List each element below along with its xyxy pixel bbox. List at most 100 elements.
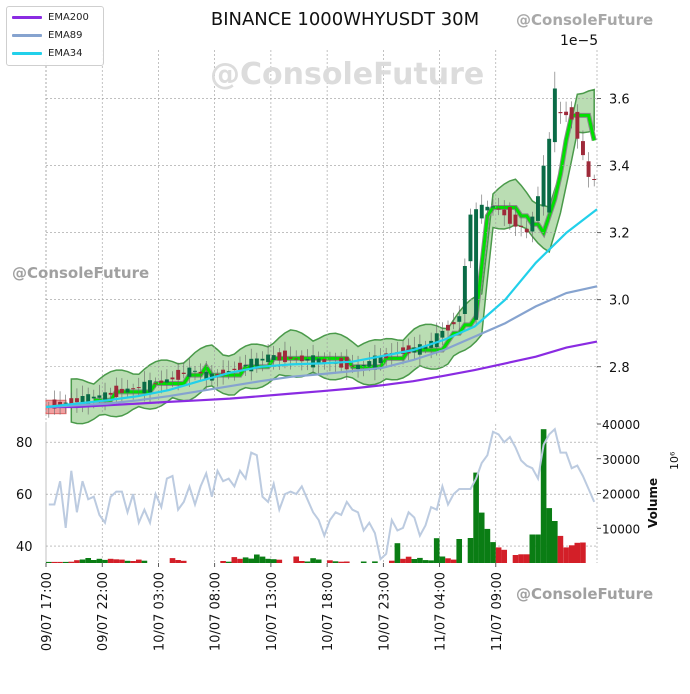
volume-bar xyxy=(79,559,86,563)
candle-body xyxy=(187,367,192,377)
ema-line-ema89 xyxy=(45,285,598,409)
legend-item-ema200: EMA200 xyxy=(12,10,89,25)
volume-bar xyxy=(484,528,491,563)
candle-body xyxy=(125,388,130,393)
candle-body xyxy=(249,358,254,372)
volume-bar xyxy=(411,559,418,563)
candle-body xyxy=(552,88,557,143)
candle-body xyxy=(299,355,304,362)
watermark-left: @ConsoleFuture xyxy=(12,264,150,282)
legend-label: EMA34 xyxy=(48,48,83,59)
volume-tick-label: 20000 xyxy=(602,488,640,502)
volume-bar xyxy=(495,547,502,563)
volume-bar xyxy=(85,558,92,563)
candle-body xyxy=(592,179,597,180)
volume-bar xyxy=(338,561,345,563)
x-tick-label: 09/07 17:00 xyxy=(40,572,55,651)
oscillator-tick-label: 80 xyxy=(16,436,33,451)
baseline-band-layer xyxy=(93,112,597,403)
candle-body xyxy=(238,362,242,371)
volume-bar xyxy=(535,534,541,563)
volume-bar xyxy=(231,557,238,563)
legend-swatch xyxy=(12,16,42,19)
volume-bar xyxy=(169,558,176,563)
volume-bar xyxy=(327,560,333,563)
watermark-bottom: @ConsoleFuture xyxy=(516,585,654,603)
volume-bar xyxy=(119,559,125,563)
candle-body xyxy=(507,207,512,224)
candle-body xyxy=(181,372,186,374)
volume-bar xyxy=(91,560,97,563)
volume-bar xyxy=(512,555,519,563)
price-tick-label: 3.6 xyxy=(609,93,630,108)
candle-body xyxy=(119,388,124,393)
legend-item-ema89: EMA89 xyxy=(12,28,83,43)
candle-body xyxy=(232,368,237,370)
candle-body xyxy=(406,345,411,354)
volume-bar xyxy=(450,559,457,563)
candle-body xyxy=(322,359,327,363)
candle-body xyxy=(547,138,552,213)
volume-bar xyxy=(557,535,564,563)
candle-body xyxy=(356,364,361,369)
candle-body xyxy=(63,402,68,404)
volume-bar xyxy=(237,558,243,563)
candle-body xyxy=(97,395,102,398)
candle-body xyxy=(221,369,226,376)
volume-bar xyxy=(428,560,434,563)
candle-body xyxy=(361,364,366,367)
volume-bar xyxy=(225,561,232,563)
candle-body xyxy=(344,357,349,370)
candle-body xyxy=(474,209,479,320)
candle-body xyxy=(434,333,439,348)
x-tick-label: 10/07 08:00 xyxy=(209,572,224,651)
candle-body xyxy=(86,394,91,406)
legend-label: EMA89 xyxy=(48,30,83,41)
volume-bar xyxy=(254,554,260,563)
candle-body xyxy=(586,161,591,177)
candle-body xyxy=(226,371,231,373)
candle-body xyxy=(80,396,85,406)
volume-bar xyxy=(265,558,271,563)
price-tick-label: 3.2 xyxy=(609,227,630,242)
candle-body xyxy=(283,350,287,363)
volume-bar xyxy=(248,558,255,563)
ema-line-ema34 xyxy=(45,208,598,409)
candle-body xyxy=(271,355,276,360)
candle-body xyxy=(496,208,501,210)
candle-body xyxy=(446,324,450,331)
price-tick-label: 2.8 xyxy=(609,361,630,376)
candle-body xyxy=(164,379,169,383)
x-tick-label: 11/07 04:00 xyxy=(434,572,449,651)
candle-body xyxy=(243,365,248,367)
volume-bar xyxy=(107,558,114,563)
volume-bar xyxy=(405,556,412,563)
candle-body xyxy=(524,228,529,233)
candle-body xyxy=(479,204,484,219)
volume-bar xyxy=(400,558,406,563)
price-tick-label: 3.4 xyxy=(609,160,630,175)
volume-bar xyxy=(540,429,547,563)
candle-body xyxy=(502,209,507,216)
volume-bar xyxy=(136,559,142,563)
candle-body xyxy=(491,206,495,208)
volume-tick-label: 40000 xyxy=(602,418,640,432)
volume-bar xyxy=(180,560,187,563)
volume-tick-label: 30000 xyxy=(602,453,640,467)
volume-bar xyxy=(310,558,316,563)
candle-body xyxy=(294,358,299,360)
watermark-top: @ConsoleFuture xyxy=(516,11,654,29)
volume-bar xyxy=(242,557,249,563)
chart-legend: EMA200 EMA89 EMA34 xyxy=(6,6,104,66)
candle-body xyxy=(536,196,540,221)
candle-body xyxy=(58,401,63,406)
price-tick-label: 3.0 xyxy=(609,294,630,309)
volume-axis-label: Volume xyxy=(646,477,660,528)
volume-bar xyxy=(518,554,524,563)
candle-body xyxy=(485,206,490,211)
candle-body xyxy=(75,398,79,403)
candle-body xyxy=(108,392,113,395)
candle-body xyxy=(311,355,316,368)
legend-item-ema34: EMA34 xyxy=(12,46,83,61)
